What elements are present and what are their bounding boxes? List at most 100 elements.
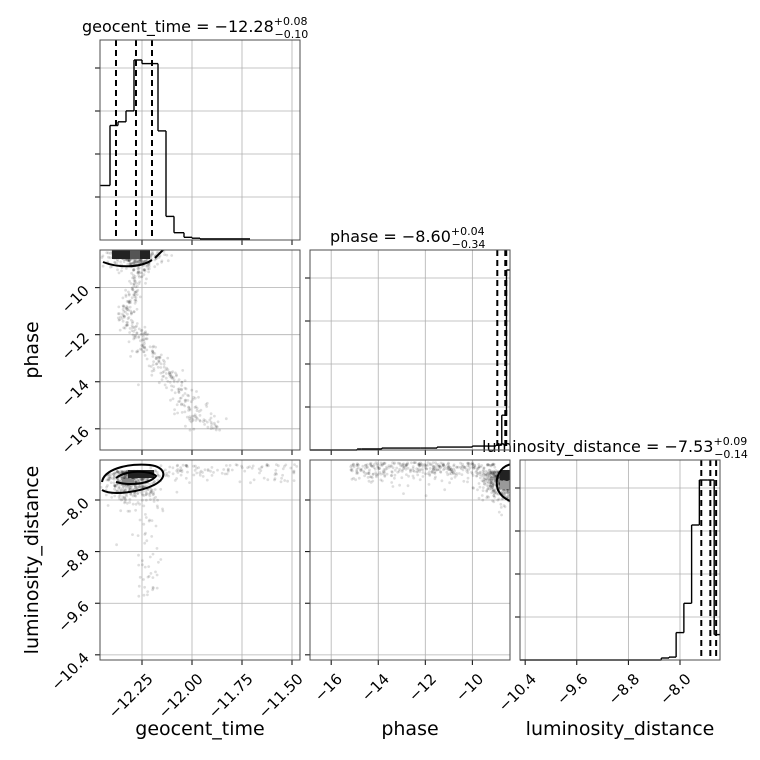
scatter-point [491, 462, 495, 466]
scatter-point [491, 483, 495, 486]
scatter-point [363, 474, 366, 478]
scatter-point [122, 260, 126, 263]
scatter-point [141, 334, 145, 338]
scatter-point [108, 475, 112, 478]
scatter-point [194, 415, 198, 419]
scatter-point [167, 372, 171, 376]
scatter-point [180, 403, 183, 407]
scatter-point [292, 471, 296, 475]
scatter-point [192, 473, 196, 477]
scatter-point [361, 464, 365, 468]
scatter-point [119, 498, 123, 502]
scatter-point [125, 501, 129, 505]
scatter-point [493, 475, 496, 478]
scatter-point [115, 543, 118, 547]
scatter-point [117, 485, 121, 489]
scatter-point [123, 315, 126, 319]
scatter-point [165, 366, 169, 370]
scatter-point [125, 305, 129, 308]
scatter-point [142, 485, 145, 489]
scatter-point [125, 323, 129, 327]
scatter-point [101, 264, 105, 268]
scatter-point [138, 518, 142, 522]
scatter-point [188, 481, 191, 484]
scatter-point [113, 471, 116, 475]
scatter-point [184, 464, 188, 467]
scatter-point [447, 462, 451, 466]
scatter-point [135, 290, 139, 293]
scatter-point [131, 288, 135, 292]
scatter-point [379, 478, 383, 482]
title-text: geocent_time = −12.28 [82, 17, 274, 37]
scatter-point [154, 524, 158, 528]
scatter-point [132, 310, 136, 314]
scatter-point [150, 373, 154, 377]
scatter-point [355, 462, 359, 466]
scatter-point [131, 288, 135, 292]
scatter-point [359, 468, 362, 472]
scatter-point [481, 498, 485, 502]
x-tick-label: −11.75 [205, 670, 257, 722]
scatter-point [130, 287, 134, 291]
scatter-point [215, 424, 218, 428]
scatter-point [273, 473, 277, 477]
scatter-point [424, 464, 428, 468]
scatter-point [130, 271, 134, 275]
scatter-point [370, 476, 374, 479]
scatter-point [134, 298, 138, 302]
scatter-point [197, 410, 201, 413]
scatter-point [480, 479, 484, 483]
scatter-point [133, 486, 137, 489]
scatter-point [165, 471, 169, 475]
scatter-point [127, 308, 130, 312]
scatter-point [417, 464, 421, 468]
scatter-point [431, 461, 435, 464]
scatter-point [148, 555, 152, 559]
scatter-point [198, 414, 202, 417]
scatter-point [210, 425, 213, 428]
scatter-point [157, 560, 160, 564]
scatter-point [378, 467, 381, 470]
scatter-point [186, 465, 189, 469]
scatter-point [179, 466, 183, 470]
scatter-point [142, 338, 145, 341]
scatter-point [433, 470, 437, 473]
scatter-point [130, 484, 134, 488]
scatter-point [154, 495, 158, 499]
scatter-point [492, 489, 496, 493]
scatter-point [125, 475, 128, 479]
scatter-point [423, 462, 426, 466]
scatter-point [120, 488, 123, 492]
scatter-point [150, 488, 154, 492]
scatter-points [100, 463, 299, 598]
scatter-point [150, 490, 154, 494]
scatter-point [184, 424, 187, 428]
scatter-point [171, 466, 175, 470]
scatter-point [441, 464, 445, 468]
scatter-point [411, 474, 415, 478]
scatter-point [124, 295, 128, 298]
scatter-point [132, 310, 136, 314]
scatter-point [132, 269, 135, 272]
scatter-point [385, 465, 388, 469]
scatter-point [355, 463, 359, 467]
scatter-point [107, 478, 111, 482]
scatter-point [106, 504, 110, 507]
scatter-point [390, 474, 394, 478]
scatter-point [147, 270, 151, 274]
scatter-luminosity-distance-vs-geocent-time: −10.4 −9.6 −8.8 −8.0 −12.25−12.00−11.75−11.5… [48, 459, 307, 722]
scatter-point [497, 476, 501, 480]
scatter-point [382, 461, 386, 465]
scatter-point [168, 370, 171, 374]
scatter-point [141, 485, 145, 489]
scatter-point [488, 484, 492, 488]
scatter-point [491, 475, 495, 478]
scatter-point [142, 350, 146, 354]
scatter-point [452, 471, 455, 474]
scatter-point [473, 463, 476, 467]
scatter-point [417, 462, 421, 466]
scatter-point [355, 472, 358, 475]
x-tick-label: −8.0 [656, 670, 694, 708]
scatter-point [139, 484, 143, 487]
scatter-point [113, 487, 116, 491]
